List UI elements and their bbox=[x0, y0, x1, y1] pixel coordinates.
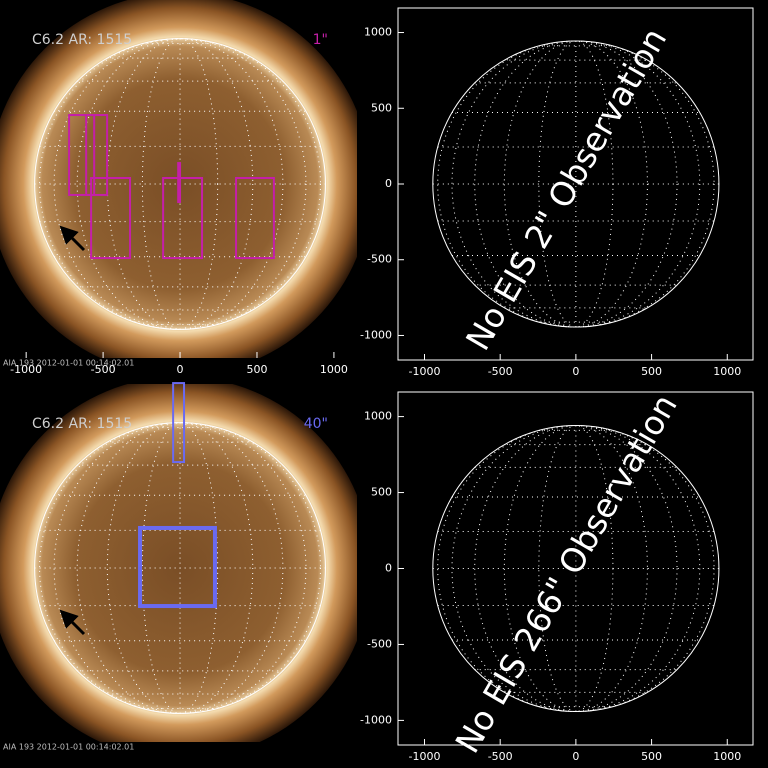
y-tick-label: -1000 bbox=[360, 713, 392, 726]
longitude bbox=[503, 40, 648, 328]
y-tick-label: 1000 bbox=[364, 26, 392, 39]
y-tick-label: 1000 bbox=[364, 410, 392, 423]
longitude bbox=[76, 422, 284, 714]
arrow bbox=[59, 225, 86, 252]
x-tick-label: 500 bbox=[641, 365, 662, 378]
x-tick-label: 1000 bbox=[320, 363, 348, 376]
x-tick-label: 1000 bbox=[713, 365, 741, 378]
longitude bbox=[503, 424, 648, 713]
fov-label: 40" bbox=[304, 416, 328, 432]
longitude bbox=[437, 40, 715, 328]
x-tick-label: -500 bbox=[488, 365, 513, 378]
footer: AIA 193 2012-01-01 00:14:02.01 bbox=[3, 359, 134, 368]
longitude bbox=[53, 38, 307, 330]
fov-box bbox=[68, 114, 96, 196]
x-tick-label: 500 bbox=[641, 750, 662, 763]
footer: AIA 193 2012-01-01 00:14:02.01 bbox=[3, 743, 134, 752]
x-tick-label: -500 bbox=[488, 750, 513, 763]
fov-box bbox=[162, 176, 204, 260]
fov-box bbox=[85, 114, 109, 196]
x-tick-label: -1000 bbox=[409, 750, 441, 763]
panel-image bbox=[432, 40, 720, 328]
y-tick-label: 500 bbox=[371, 486, 392, 499]
y-tick-label: -1000 bbox=[360, 328, 392, 341]
longitude bbox=[141, 422, 219, 714]
fov-label: 1" bbox=[313, 32, 328, 48]
longitude bbox=[474, 40, 678, 328]
longitude bbox=[451, 424, 701, 713]
panel-image bbox=[432, 424, 720, 713]
panel: -1000 -500 0 500 1000 C6.2 AR: 1515 1" AIA 193 … bbox=[0, 0, 357, 376]
y-tick-label: -500 bbox=[367, 253, 392, 266]
panel-image bbox=[0, 384, 357, 742]
fov-box bbox=[235, 176, 275, 260]
fov-box bbox=[138, 525, 217, 609]
x-tick-label: 500 bbox=[246, 363, 267, 376]
longitude bbox=[141, 38, 219, 330]
fov-box bbox=[172, 382, 186, 464]
corona bbox=[0, 384, 357, 742]
longitude bbox=[474, 424, 678, 713]
y-tick-label: 0 bbox=[385, 177, 392, 190]
fov-box bbox=[177, 162, 182, 204]
x-tick-label: 0 bbox=[572, 365, 579, 378]
longitude bbox=[76, 38, 284, 330]
fov-box bbox=[90, 176, 132, 260]
flare-label: C6.2 AR: 1515 bbox=[32, 32, 132, 48]
x-tick-label: 0 bbox=[572, 750, 579, 763]
x-tick-label: 1000 bbox=[713, 750, 741, 763]
y-tick-label: -500 bbox=[367, 637, 392, 650]
longitude bbox=[451, 40, 701, 328]
x-tick-label: 0 bbox=[177, 363, 184, 376]
flare-label: C6.2 AR: 1515 bbox=[32, 416, 132, 432]
panel: C6.2 AR: 1515 40" AIA 193 2012-01-01 00:14… bbox=[0, 382, 357, 752]
x-tick-label: -500 bbox=[91, 363, 116, 376]
longitude bbox=[53, 422, 307, 714]
longitude bbox=[437, 424, 715, 713]
arrow bbox=[59, 609, 86, 636]
y-tick-label: 500 bbox=[371, 101, 392, 114]
y-tick-label: 0 bbox=[385, 562, 392, 575]
x-tick-label: -1000 bbox=[10, 363, 42, 376]
x-tick-label: -1000 bbox=[409, 365, 441, 378]
